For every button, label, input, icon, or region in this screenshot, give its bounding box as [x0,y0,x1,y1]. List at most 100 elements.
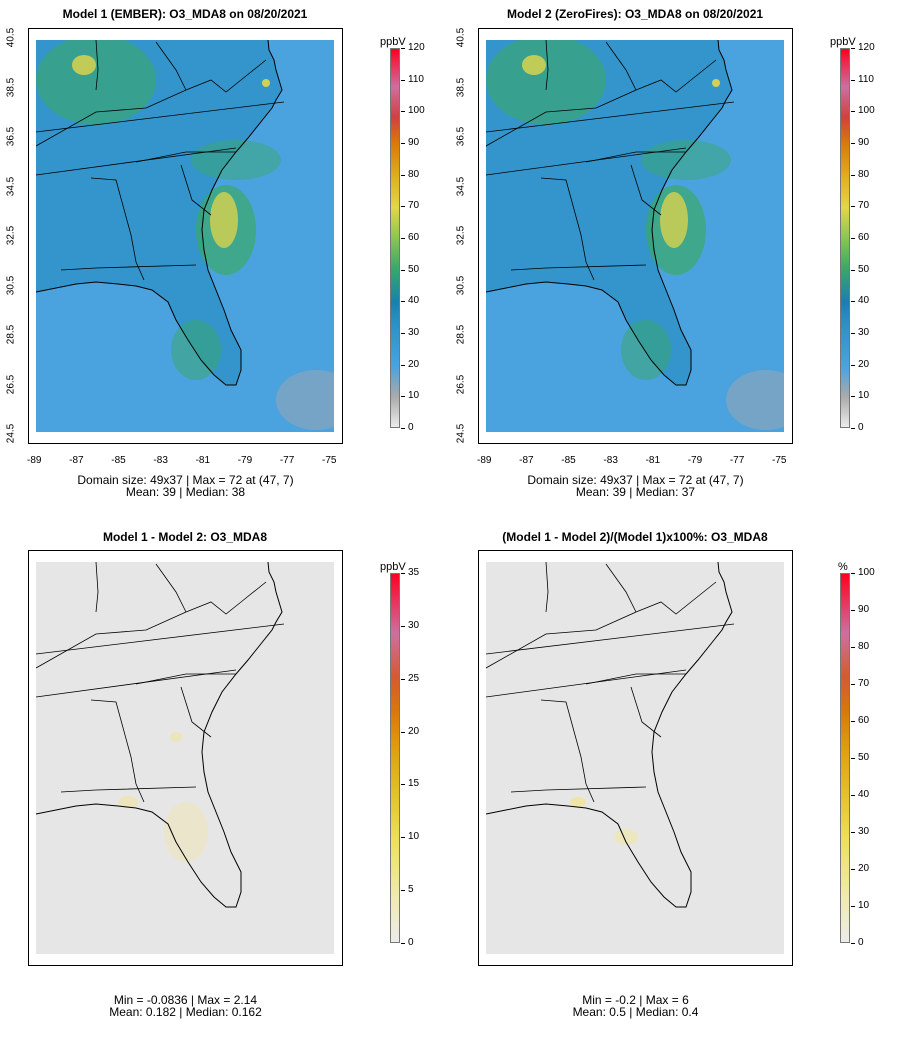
colorbar-tick [401,174,405,176]
colorbar-tick [851,610,855,611]
colorbar-gradient [390,48,400,428]
x-tick-label: -89 [477,455,492,466]
colorbar-label: 80 [408,168,420,180]
y-tick-label: 24.5 [455,423,467,444]
panel-title: Model 2 (ZeroFires): O3_MDA8 on 08/20/20… [506,7,764,21]
colorbar-unit: ppbV [380,561,406,573]
state-border [510,264,647,271]
x-tick-label: -81 [645,455,661,466]
map-plot-diff [36,562,334,954]
colorbar-tick [401,269,405,271]
colorbar-label: 30 [858,826,870,837]
colorbar-tick [851,301,855,303]
colorbar-tick [851,428,855,429]
y-tick-label: 40.5 [5,27,17,48]
x-tick-label: -81 [195,455,211,466]
colorbar-label: 50 [858,263,870,275]
colorbar-label: 30 [408,619,420,631]
map-frame [28,28,343,444]
min-max-info: Min = -0.0836 | Max = 2.14 [113,993,258,1007]
colorbar-label: 120 [408,42,425,53]
state-border [36,669,237,698]
state-border [90,177,137,263]
state-border [155,41,187,91]
panel-model2: Model 2 (ZeroFires): O3_MDA8 on 08/20/20… [450,0,900,520]
y-tick-label: 38.5 [5,77,17,97]
o3-patch-north [486,40,606,125]
colorbar-tick [401,364,405,366]
colorbar-tick [401,333,405,334]
state-border [135,151,236,163]
map-frame [28,550,343,966]
colorbar-label: 80 [858,168,870,180]
x-tick-label: -89 [27,455,42,466]
state-border [36,623,285,655]
colorbar-tick [851,647,855,648]
x-tick-label: -83 [153,455,168,466]
colorbar-tick [851,943,855,944]
colorbar-tick [851,174,855,176]
o3-patch-sc [191,140,281,180]
state-border [36,101,285,133]
y-tick-label: 34.5 [5,176,17,196]
state-border [486,581,717,669]
colorbar-label: 110 [858,73,874,85]
colorbar-gradient [840,48,850,428]
colorbar-label: 20 [858,358,870,370]
min-max-info: Min = -0.2 | Max = 6 [582,993,689,1007]
colorbar-label: 100 [858,105,875,117]
state-border [135,783,145,803]
colorbar-tick [401,943,405,944]
y-tick-label: 26.5 [455,374,467,394]
state-border [95,562,99,613]
map-plot-pct [486,562,784,954]
colorbar-tick [851,684,855,685]
colorbar-tick [851,143,855,144]
o3-low-ocean [276,370,334,430]
map-svg [486,562,784,954]
colorbar-tick [851,206,855,208]
y-tick-label: 28.5 [5,324,17,345]
colorbar: ppbV 120 110 100 90 80 70 60 50 40 30 20 10 0 [380,36,450,438]
map-frame [478,28,793,444]
diff-patch [118,796,138,808]
state-border [36,147,237,176]
colorbar-label: 70 [408,200,420,212]
colorbar-tick [401,396,405,398]
colorbar-tick [401,784,405,786]
y-tick-label: 28.5 [455,324,467,345]
x-tick-label: -79 [237,455,253,466]
state-border [180,686,212,738]
y-tick-label: 30.5 [5,275,17,295]
colorbar-tick [401,48,405,49]
colorbar-label: 0 [408,422,414,433]
o3-low-ocean [726,370,784,430]
colorbar-label: 0 [408,937,414,948]
map-frame [478,550,793,966]
y-tick-label: 30.5 [455,275,467,295]
x-tick-label: -75 [772,455,787,466]
y-tick-label: 24.5 [5,423,17,444]
state-border [36,581,267,669]
state-border [60,786,197,793]
state-border [540,699,587,785]
state-border [605,563,637,613]
x-tick-label: -77 [729,455,745,466]
state-border [135,261,145,281]
colorbar: % 100 90 80 70 60 50 40 30 20 10 0 [830,561,900,953]
colorbar-gradient [840,573,850,943]
land-field [486,40,732,385]
colorbar-label: 10 [408,831,420,843]
colorbar-label: 20 [858,863,870,874]
domain-info: Domain size: 49x37 | Max = 72 at (47, 7) [77,473,294,487]
colorbar-label: 50 [858,752,870,763]
x-tick-label: -77 [279,455,295,466]
diff-field [36,562,334,954]
stats-info: Mean: 0.182 | Median: 0.162 [109,1005,262,1019]
colorbar-tick [401,573,405,574]
diff-patch [170,732,182,742]
state-border [95,40,99,91]
colorbar-label: 40 [858,789,870,800]
colorbar-label: 110 [408,73,424,85]
colorbar-label: 60 [408,232,420,243]
